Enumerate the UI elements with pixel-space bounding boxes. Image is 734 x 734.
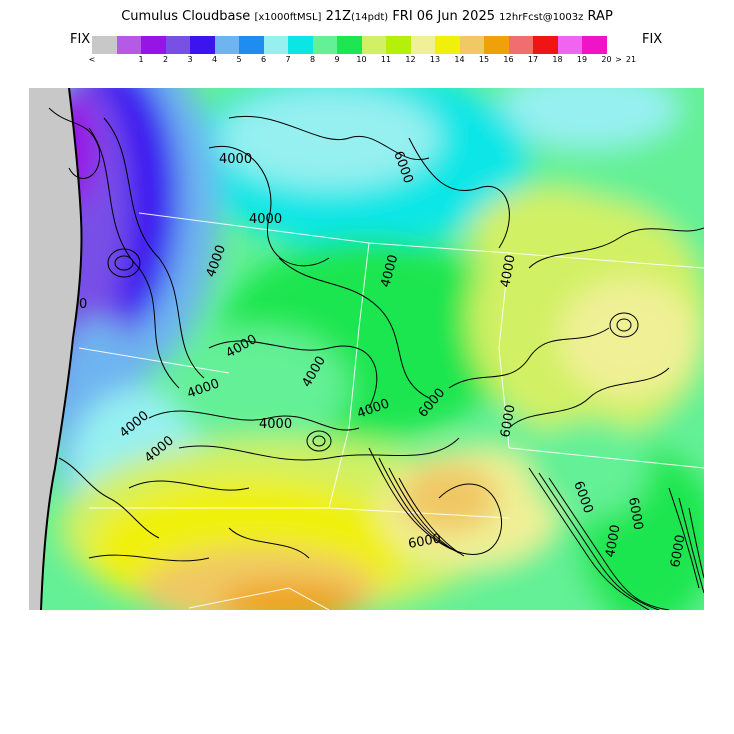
legend-swatch <box>533 36 558 54</box>
legend-swatch <box>312 36 337 54</box>
legend-swatch <box>484 36 509 54</box>
legend-swatch <box>582 36 607 54</box>
color-legend <box>92 36 607 54</box>
title-units: [x1000ftMSL] <box>254 12 322 23</box>
legend-swatch <box>361 36 386 54</box>
contour-label: 6000 <box>668 533 689 568</box>
contour-label: 4000 <box>249 212 282 227</box>
legend-tick-label: 15 <box>478 55 490 64</box>
legend-tick-label: 3 <box>187 55 193 64</box>
legend-tick-label: 20 <box>601 55 612 64</box>
contour-label: 6000 <box>407 531 442 552</box>
legend-swatch <box>116 36 141 54</box>
cloudbase-color-field <box>29 88 704 610</box>
title-date: FRI 06 Jun 2025 <box>392 9 495 24</box>
legend-tick-label: > <box>615 55 622 64</box>
title-forecast: 12hrFcst@1003z <box>499 12 584 23</box>
contour-label: 4000 <box>259 417 292 432</box>
legend-swatch <box>386 36 411 54</box>
color-legend-ticks: <1 2 3 4 5 6 7 8 9 10 11 12 13 14 15 16 17 18 19 20 21 > <box>88 55 656 67</box>
legend-swatch <box>337 36 362 54</box>
contour-label: 6000 <box>625 496 646 531</box>
title-local-hour: (14pdt) <box>351 12 389 23</box>
chart-title: Cumulus Cloudbase [x1000ftMSL] 21Z(14pdt… <box>0 9 734 24</box>
legend-tick-label: 2 <box>162 55 169 64</box>
title-model: RAP <box>587 9 613 24</box>
legend-swatch <box>239 36 264 54</box>
fix-label-left: FIX <box>70 32 91 47</box>
legend-swatch <box>557 36 582 54</box>
cloudbase-map: 4000 4000 4000 4000 4000 4000 4000 4000 4000 4000… <box>29 88 704 610</box>
legend-tick-label: 10 <box>356 55 367 64</box>
legend-swatch <box>214 36 239 54</box>
chart-header: Cumulus Cloudbase [x1000ftMSL] 21Z(14pdt… <box>0 0 734 86</box>
legend-tick-label: 8 <box>309 55 316 64</box>
title-product: Cumulus Cloudbase <box>121 9 251 24</box>
fix-label-right: FIX <box>642 32 663 47</box>
legend-swatch <box>459 36 484 54</box>
legend-tick-label: 14 <box>454 55 465 64</box>
contour-label: 0 <box>79 297 87 312</box>
ocean-mask <box>29 88 82 610</box>
legend-swatch <box>165 36 190 54</box>
contour-label: 4000 <box>219 152 252 167</box>
contour-lines <box>48 107 704 610</box>
legend-tick-label: 12 <box>405 55 416 64</box>
contour-label: 4000 <box>498 253 519 288</box>
title-valid-time: 21Z <box>325 9 352 24</box>
legend-tick-label: 7 <box>285 55 291 64</box>
legend-swatch <box>435 36 460 54</box>
legend-swatch <box>92 36 117 54</box>
legend-swatch <box>190 36 215 54</box>
contour-label: 6000 <box>498 403 519 438</box>
legend-tick-label: < <box>88 55 96 64</box>
legend-tick-label: 17 <box>527 55 539 64</box>
legend-tick-label: 11 <box>380 55 392 64</box>
legend-swatch <box>288 36 313 54</box>
legend-tick-label: 6 <box>260 55 267 64</box>
legend-tick-label: 5 <box>236 55 242 64</box>
coastline <box>40 88 83 610</box>
legend-swatch <box>410 36 435 54</box>
legend-tick-label: 1 <box>138 55 144 64</box>
legend-tick-label: 19 <box>576 55 588 64</box>
legend-tick-label: 4 <box>211 55 218 64</box>
contour-label: 4000 <box>603 523 624 558</box>
legend-tick-label: 18 <box>552 55 563 64</box>
legend-tick-label: 21 <box>625 55 637 64</box>
state-borders <box>78 212 704 610</box>
legend-tick-label: 9 <box>334 55 340 64</box>
legend-swatch <box>508 36 533 54</box>
map-canvas: 4000400040004000400040004000400040004000… <box>29 88 704 610</box>
legend-tick-label: 16 <box>503 55 514 64</box>
legend-swatch <box>141 36 166 54</box>
legend-tick-label: 13 <box>429 55 441 64</box>
legend-swatch <box>263 36 288 54</box>
